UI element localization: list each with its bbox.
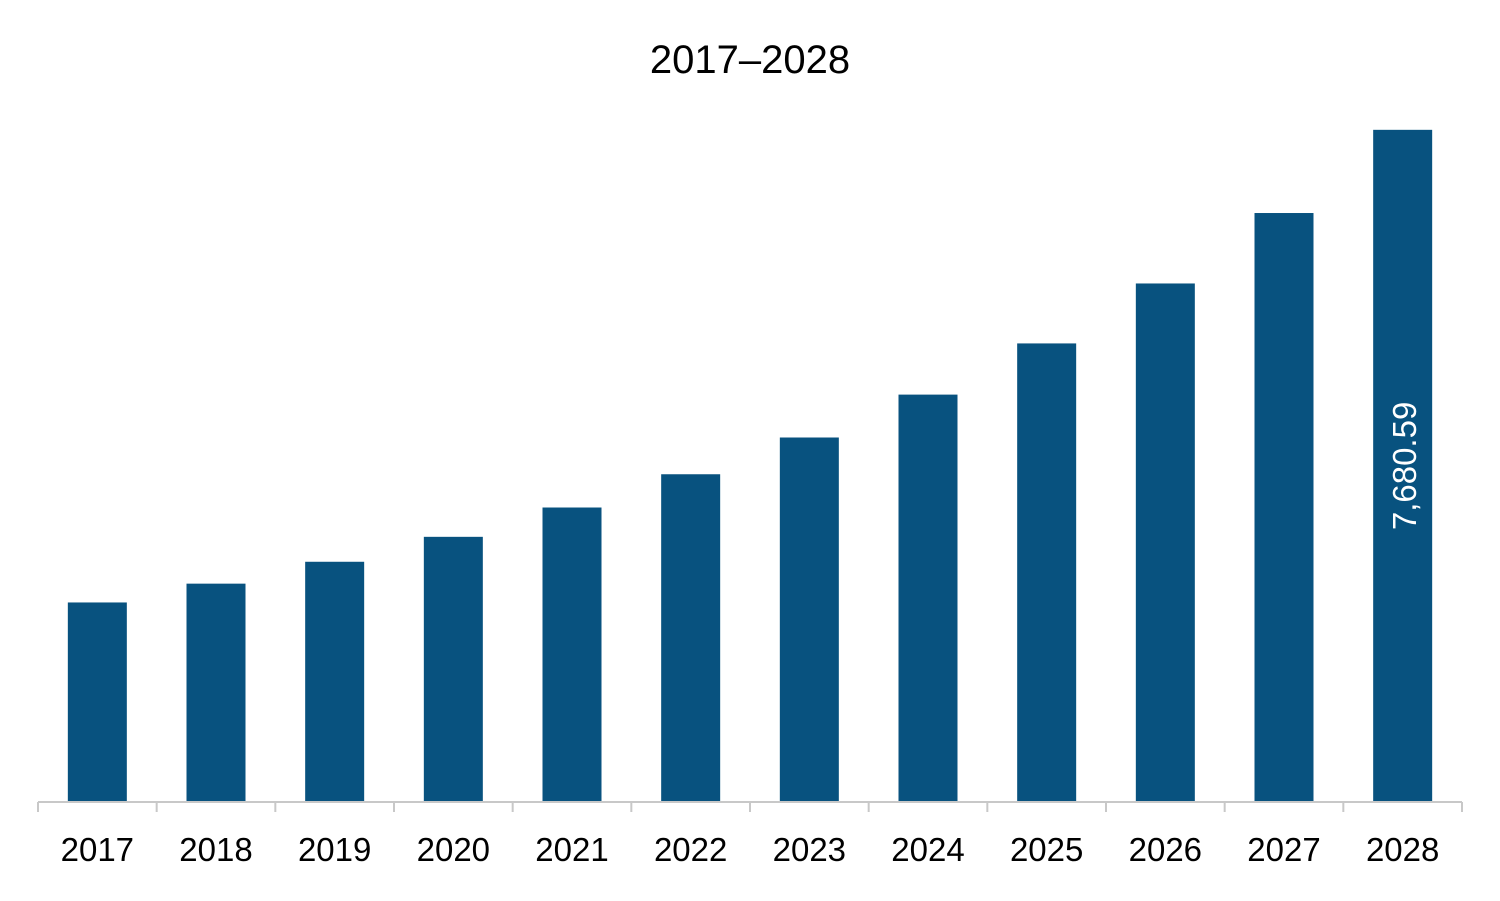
bar-2017: [67, 602, 127, 802]
x-tick-label-2027: 2027: [1247, 831, 1320, 868]
x-tick-label-2025: 2025: [1010, 831, 1083, 868]
x-tick-label-2017: 2017: [61, 831, 134, 868]
x-tick-label-2022: 2022: [654, 831, 727, 868]
x-axis: [37, 801, 1463, 812]
bar-2028: [1373, 129, 1433, 802]
bar-2019: [305, 561, 365, 802]
x-tick-label-2023: 2023: [773, 831, 846, 868]
chart-title: 2017–2028: [650, 38, 850, 82]
data-label-2028: 7,680.59: [1386, 402, 1423, 530]
x-tick-label-2019: 2019: [298, 831, 371, 868]
data-labels: 7,680.59: [1386, 402, 1423, 530]
x-tick-label-2024: 2024: [891, 831, 964, 868]
bars-group: [67, 129, 1433, 803]
bar-2024: [898, 394, 958, 802]
bar-2021: [542, 507, 602, 802]
bar-2025: [1017, 343, 1077, 802]
bar-2023: [779, 437, 839, 802]
x-tick-label-2021: 2021: [535, 831, 608, 868]
bar-2020: [423, 536, 483, 802]
x-tick-label-2026: 2026: [1129, 831, 1202, 868]
x-tick-label-2018: 2018: [179, 831, 252, 868]
x-tick-label-2028: 2028: [1366, 831, 1439, 868]
x-tick-label-2020: 2020: [417, 831, 490, 868]
bar-2022: [661, 474, 721, 802]
bar-2027: [1254, 213, 1314, 802]
bar-2018: [186, 583, 246, 802]
x-tick-labels: 2017 2018 2019 2020 2021 2022 2023 2024 2025 2026…: [61, 831, 1440, 868]
bar-2026: [1135, 283, 1195, 803]
